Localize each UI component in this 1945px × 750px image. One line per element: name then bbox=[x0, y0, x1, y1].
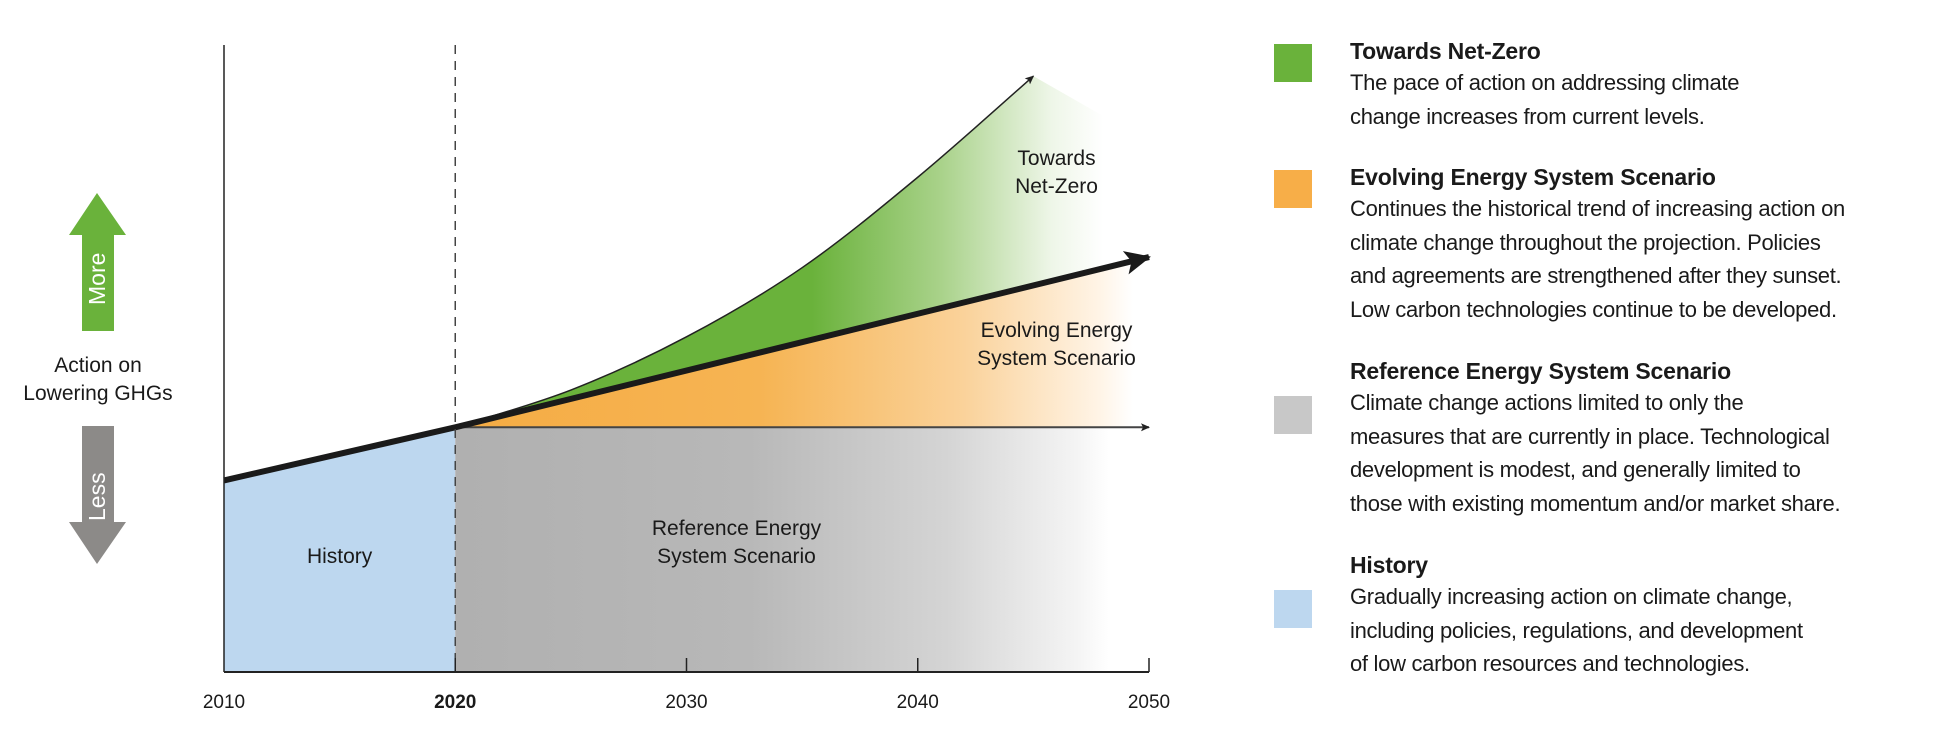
legend-line: change increases from current levels. bbox=[1350, 103, 1705, 129]
y-axis-label-line-2: Lowering GHGs bbox=[23, 382, 172, 405]
x-ticks bbox=[454, 658, 1150, 672]
legend-description: The pace of action on addressing climate… bbox=[1350, 66, 1739, 133]
legend-item-evolving: Evolving Energy System Scenario Continue… bbox=[1274, 162, 1845, 326]
x-tick-label: 2050 bbox=[1128, 692, 1170, 713]
legend-line: measures that are currently in place. Te… bbox=[1350, 423, 1830, 449]
region-labels: History Reference Energy System Scenario Ev… bbox=[307, 147, 1136, 568]
legend-item-net-zero: Towards Net-Zero The pace of action on a… bbox=[1274, 36, 1739, 133]
net-zero-line bbox=[455, 75, 1035, 428]
y-axis-label-line-1: Action on bbox=[54, 354, 142, 377]
legend-swatch-net-zero bbox=[1274, 44, 1312, 82]
region-label: System Scenario bbox=[657, 545, 816, 568]
legend-swatch-history bbox=[1274, 590, 1312, 628]
x-tick-label: 2040 bbox=[897, 692, 939, 713]
legend-line: including policies, regulations, and dev… bbox=[1350, 617, 1803, 643]
legend-description: Gradually increasing action on climate c… bbox=[1350, 580, 1803, 681]
legend-line: Low carbon technologies continue to be d… bbox=[1350, 296, 1837, 322]
more-label: More bbox=[84, 253, 110, 305]
legend-line: of low carbon resources and technologies… bbox=[1350, 651, 1750, 676]
net-zero-area bbox=[455, 76, 1104, 428]
legend-swatch-evolving bbox=[1274, 170, 1312, 208]
history-area bbox=[224, 427, 456, 672]
x-tick-label: 2030 bbox=[665, 692, 707, 713]
legend-line: development is modest, and generally lim… bbox=[1350, 457, 1801, 482]
legend-line: those with existing momentum and/or mark… bbox=[1350, 490, 1841, 516]
region-label: System Scenario bbox=[977, 347, 1136, 370]
legend-item-history: History Gradually increasing action on c… bbox=[1274, 550, 1803, 681]
legend-title: Reference Energy System Scenario bbox=[1350, 358, 1731, 384]
less-arrow: Less bbox=[69, 426, 126, 564]
legend-description: Continues the historical trend of increa… bbox=[1350, 192, 1845, 326]
legend-line: Climate change actions limited to only t… bbox=[1350, 390, 1744, 415]
legend-title: Evolving Energy System Scenario bbox=[1350, 164, 1716, 190]
legend-item-reference: Reference Energy System Scenario Climate… bbox=[1274, 356, 1841, 520]
region-label: History bbox=[307, 545, 373, 568]
more-arrow: More bbox=[69, 193, 126, 331]
legend-description: Climate change actions limited to only t… bbox=[1350, 386, 1841, 520]
reference-scenario-area bbox=[455, 427, 1109, 672]
region-label: Net-Zero bbox=[1015, 175, 1098, 198]
evolving-trend-line bbox=[223, 251, 1151, 484]
up-arrow-icon bbox=[69, 193, 126, 331]
region-label: Towards bbox=[1017, 147, 1095, 170]
less-label: Less bbox=[84, 472, 110, 521]
legend-line: Gradually increasing action on climate c… bbox=[1350, 584, 1793, 609]
x-tick-label: 2010 bbox=[203, 692, 245, 713]
x-tick-labels: 2010 2020 2030 2040 2050 bbox=[203, 692, 1170, 713]
legend-line: climate change throughout the projection… bbox=[1350, 229, 1821, 255]
legend-swatch-reference bbox=[1274, 396, 1312, 434]
x-tick-label: 2020 bbox=[434, 692, 476, 713]
region-label: Evolving Energy bbox=[981, 319, 1133, 342]
legend-line: and agreements are strengthened after th… bbox=[1350, 263, 1842, 288]
legend-title: History bbox=[1350, 552, 1428, 578]
scenario-chart: 2010 2020 2030 2040 2050 History Reference En… bbox=[23, 45, 1170, 713]
legend-line: Continues the historical trend of increa… bbox=[1350, 196, 1845, 221]
region-label: Reference Energy bbox=[652, 517, 822, 540]
legend-line: The pace of action on addressing climate bbox=[1350, 70, 1740, 95]
legend-title: Towards Net-Zero bbox=[1350, 38, 1541, 64]
down-arrow-icon bbox=[69, 426, 126, 564]
